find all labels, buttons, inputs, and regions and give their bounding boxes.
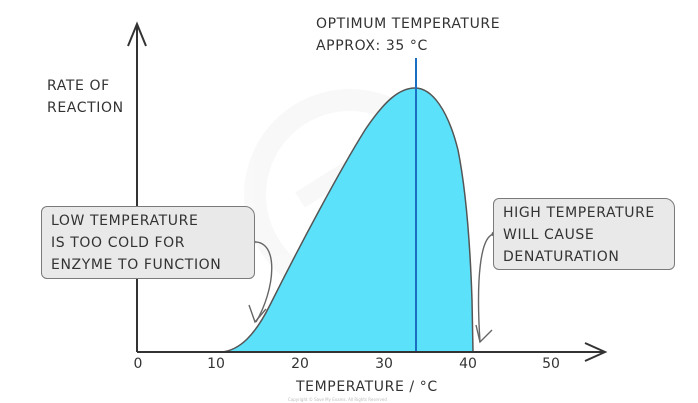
low-callout-line1: LOW TEMPERATURE: [51, 213, 199, 229]
x-tick-0: 0: [133, 356, 143, 372]
x-tick-40: 40: [459, 356, 477, 372]
x-tick-20: 20: [291, 356, 309, 372]
x-axis-label: TEMPERATURE / °C: [296, 379, 438, 395]
x-tick-10: 10: [207, 356, 225, 372]
high-callout-line2: WILL CAUSE: [503, 227, 595, 243]
high-callout-line3: DENATURATION: [503, 249, 620, 265]
x-tick-50: 50: [542, 356, 560, 372]
y-axis-arrow-icon: [127, 21, 147, 47]
y-axis-label-line1: RATE OF: [47, 78, 110, 94]
copyright-text: Copyright © Save My Exams. All Rights Re…: [288, 397, 387, 402]
rate-curve-area: [221, 87, 474, 353]
x-axis-arrow-icon: [584, 342, 608, 362]
high-callout-line1: HIGH TEMPERATURE: [503, 205, 655, 221]
optimum-title-line1: OPTIMUM TEMPERATURE: [316, 16, 501, 32]
y-axis-label-line2: REACTION: [47, 100, 124, 116]
optimum-title-line2: APPROX: 35 °C: [316, 38, 428, 54]
low-callout-line3: ENZYME TO FUNCTION: [51, 257, 222, 273]
high-temperature-callout: HIGH TEMPERATURE WILL CAUSE DENATURATION: [493, 198, 675, 270]
y-axis-label: RATE OF REACTION: [47, 75, 124, 119]
x-tick-30: 30: [375, 356, 393, 372]
low-callout-line2: IS TOO COLD FOR: [51, 235, 186, 251]
low-temperature-callout: LOW TEMPERATURE IS TOO COLD FOR ENZYME T…: [41, 206, 255, 279]
optimum-title: OPTIMUM TEMPERATURE APPROX: 35 °C: [316, 13, 500, 57]
